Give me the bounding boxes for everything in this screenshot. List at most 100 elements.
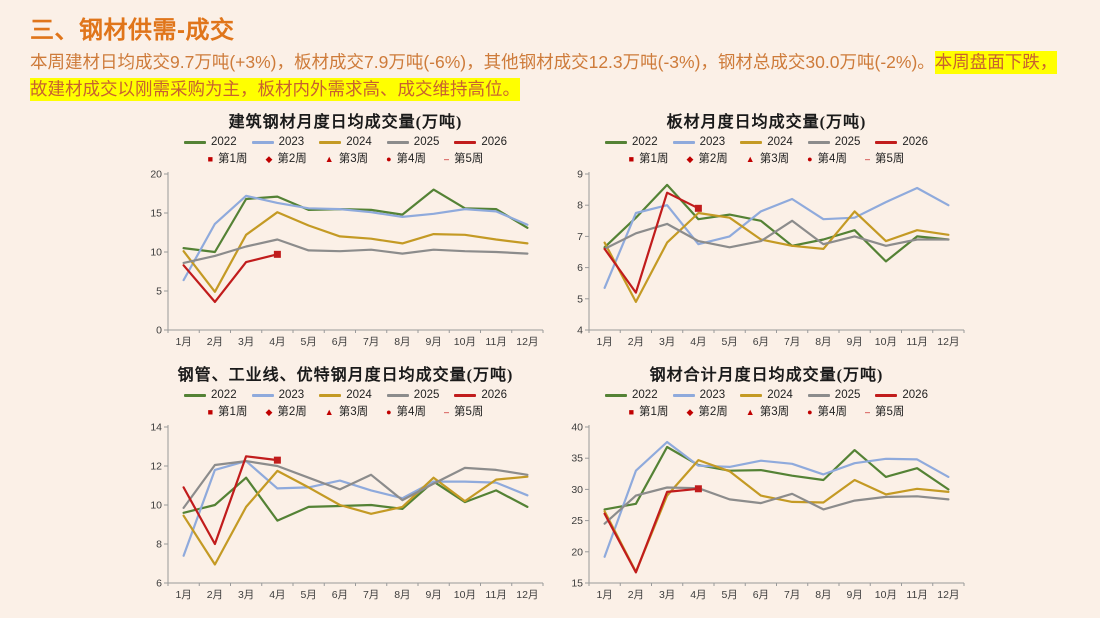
- svg-text:20: 20: [571, 546, 583, 558]
- svg-text:4月: 4月: [690, 336, 706, 348]
- svg-text:6月: 6月: [753, 336, 769, 348]
- legend-week-label: 第4周: [396, 406, 426, 418]
- svg-text:2月: 2月: [207, 336, 223, 348]
- legend-week-item: ◆ 第2周: [686, 404, 727, 421]
- legend-line-swatch: [672, 141, 695, 144]
- legend-weeks: ■ 第1周 ◆ 第2周 ▲ 第3周 ● 第4周 – 第5周: [138, 151, 553, 168]
- legend-line-swatch: [875, 394, 898, 397]
- legend-year-item: 2026: [875, 387, 928, 404]
- svg-text:7月: 7月: [784, 589, 800, 601]
- legend-year-item: 2025: [386, 134, 439, 151]
- chart-title: 钢管、工业线、优特钢月度日均成交量(万吨): [177, 367, 514, 384]
- legend-week-item: ● 第4周: [807, 404, 847, 421]
- legend-week-label: 第5周: [453, 406, 484, 418]
- svg-text:11月: 11月: [906, 336, 927, 348]
- legend-year-item: 2022: [184, 387, 237, 404]
- svg-text:1月: 1月: [175, 589, 191, 601]
- legend-years: 2022 2023 2024 2025 2026: [138, 134, 553, 151]
- legend-week-label: 第3周: [338, 153, 369, 165]
- chart-plot-area: 15 20 25 30 35 40 1月 2月 3月 4月 5月 6月 7月 8月 9月 10月 11月 12月: [571, 422, 965, 601]
- svg-text:3月: 3月: [238, 589, 254, 601]
- chart-pipe-wire-special-steel: 钢管、工业线、优特钢月度日均成交量(万吨) 2022 2023 2024 2025 202…: [138, 365, 553, 612]
- week-marker-icon: ▲: [745, 154, 755, 164]
- svg-text:35: 35: [571, 453, 583, 465]
- legend-week-item: ▲ 第3周: [325, 404, 368, 421]
- legend-year-label: 2024: [767, 136, 793, 148]
- legend-week-item: ● 第4周: [807, 151, 847, 168]
- svg-text:12月: 12月: [937, 336, 959, 348]
- week-marker-icon: ◆: [686, 154, 694, 164]
- svg-text:8月: 8月: [394, 336, 410, 348]
- week-marker-icon: –: [864, 154, 870, 164]
- legend-week-item: ▲ 第3周: [325, 151, 368, 168]
- legend-year-label: 2022: [211, 136, 237, 148]
- legend-week-label: 第1周: [218, 406, 248, 418]
- week-marker-icon: ●: [807, 154, 813, 164]
- legend-year-item: 2026: [454, 134, 507, 151]
- chart-title: 钢材合计月度日均成交量(万吨): [649, 367, 884, 384]
- legend-week-label: 第2周: [277, 406, 307, 418]
- legend-line-swatch: [184, 141, 207, 144]
- legend-year-label: 2024: [346, 389, 372, 401]
- legend-week-item: ◆ 第2周: [265, 404, 306, 421]
- legend-year-item: 2024: [319, 134, 372, 151]
- svg-text:9月: 9月: [846, 589, 862, 601]
- legend-week-label: 第1周: [639, 153, 669, 165]
- svg-text:9月: 9月: [425, 589, 441, 601]
- legend-year-item: 2024: [319, 387, 372, 404]
- chart-total-steel: 钢材合计月度日均成交量(万吨) 2022 2023 2024 2025 2026 ■ 第1周 ◆…: [559, 365, 974, 612]
- legend-year-label: 2026: [902, 136, 928, 148]
- week-marker-icon: ■: [628, 407, 635, 417]
- legend-week-label: 第4周: [396, 153, 426, 165]
- legend-week-label: 第4周: [817, 406, 847, 418]
- legend-week-item: – 第5周: [865, 151, 904, 168]
- legend-years: 2022 2023 2024 2025 2026: [559, 134, 974, 151]
- chart-title: 建筑钢材月度日均成交量(万吨): [228, 114, 463, 131]
- legend-year-item: 2025: [807, 134, 861, 151]
- legend-year-label: 2022: [211, 389, 237, 401]
- legend-year-label: 2025: [834, 136, 861, 148]
- chart-plate-steel: 板材月度日均成交量(万吨) 2022 2023 2024 2025 2026 ■ 第1周 ◆ 第2…: [559, 112, 974, 359]
- svg-text:5: 5: [156, 286, 162, 298]
- svg-text:7: 7: [577, 231, 583, 243]
- legend-week-item: ● 第4周: [386, 151, 426, 168]
- legend-week-item: ■ 第1周: [629, 404, 669, 421]
- svg-text:15: 15: [571, 578, 583, 590]
- legend-week-label: 第5周: [874, 153, 905, 165]
- legend-week-label: 第2周: [277, 153, 307, 165]
- svg-text:10月: 10月: [875, 589, 897, 601]
- legend-week-label: 第5周: [453, 153, 484, 165]
- legend-weeks: ■ 第1周 ◆ 第2周 ▲ 第3周 ● 第4周 – 第5周: [559, 151, 974, 168]
- svg-text:6月: 6月: [753, 589, 769, 601]
- legend-week-label: 第3周: [338, 406, 369, 418]
- week-marker-icon: ▲: [745, 407, 755, 417]
- legend-year-label: 2022: [632, 136, 658, 148]
- legend-year-item: 2023: [672, 387, 725, 404]
- legend-line-swatch: [807, 141, 830, 144]
- legend-year-label: 2025: [834, 389, 861, 401]
- chart-plot-area: 0 5 10 15 20 1月 2月 3月 4月 5月 6月 7月 8月 9月 10月 11月 12月: [150, 169, 544, 348]
- chart-plot-area: 6 8 10 12 14 1月 2月 3月 4月 5月 6月 7月 8月 9月 10月 11月 12月: [150, 422, 544, 601]
- legend-year-label: 2026: [481, 389, 507, 401]
- week-marker-icon: –: [864, 407, 870, 417]
- legend-week-label: 第2周: [698, 406, 728, 418]
- svg-text:1月: 1月: [596, 589, 612, 601]
- week-marker-icon: ▲: [324, 154, 334, 164]
- legend-year-item: 2023: [672, 134, 725, 151]
- legend-week-item: ■ 第1周: [208, 151, 248, 168]
- legend-year-label: 2023: [278, 389, 305, 401]
- svg-text:30: 30: [571, 484, 583, 496]
- legend-year-label: 2023: [278, 136, 305, 148]
- legend-line-swatch: [251, 394, 274, 397]
- legend-week-item: ■ 第1周: [208, 404, 248, 421]
- svg-text:12: 12: [150, 461, 162, 473]
- svg-text:5: 5: [577, 293, 583, 305]
- legend-week-label: 第1周: [218, 153, 248, 165]
- week-marker-icon: ■: [628, 154, 635, 164]
- chart-plot-area: 4 5 6 7 8 9 1月 2月 3月 4月 5月 6月 7月 8月 9月 10月 11月 12月: [577, 169, 965, 348]
- legend-line-swatch: [319, 141, 342, 144]
- svg-text:3月: 3月: [659, 336, 675, 348]
- svg-text:11月: 11月: [485, 336, 506, 348]
- legend-line-swatch: [605, 394, 628, 397]
- legend-weeks: ■ 第1周 ◆ 第2周 ▲ 第3周 ● 第4周 – 第5周: [559, 404, 974, 421]
